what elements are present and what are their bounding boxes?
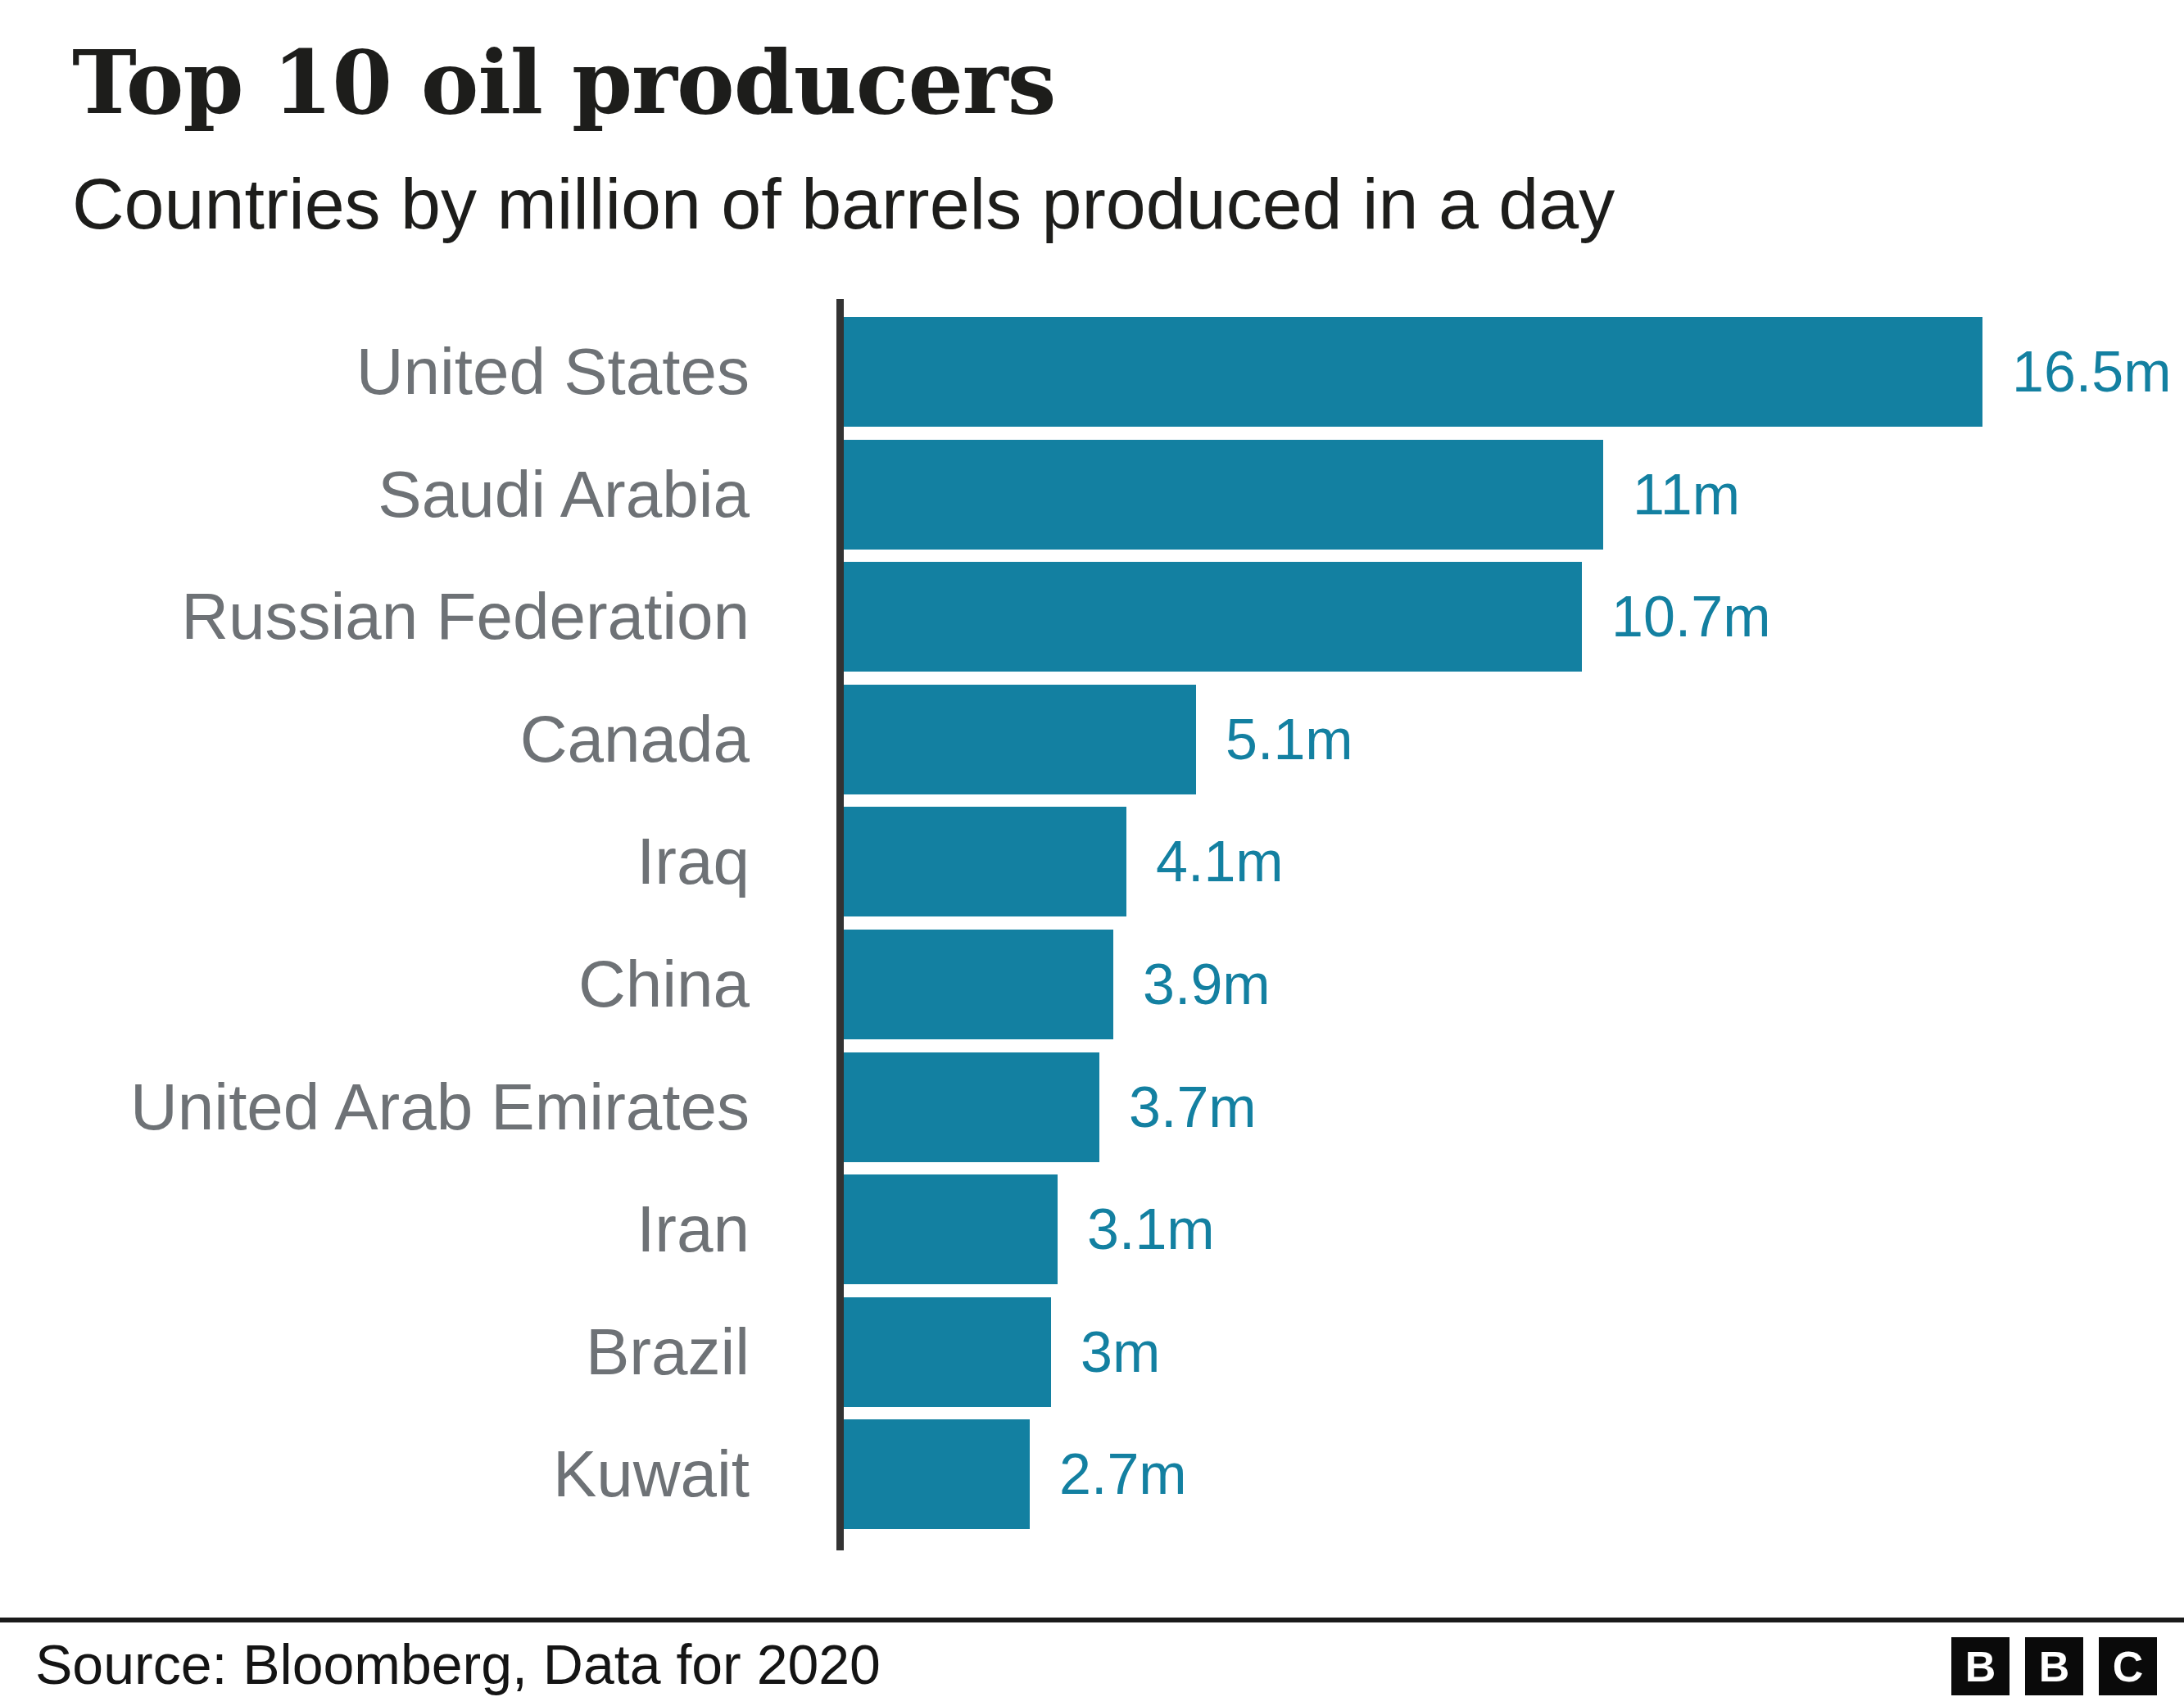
category-label: United States: [0, 317, 750, 427]
bar: [844, 1174, 1058, 1284]
value-label: 4.1m: [1156, 807, 1284, 916]
value-label: 11m: [1633, 440, 1740, 550]
value-label: 3.9m: [1143, 930, 1271, 1039]
chart-title: Top 10 oil producers: [72, 31, 1055, 133]
source-text: Source: Bloomberg, Data for 2020: [35, 1622, 1674, 1706]
value-label: 10.7m: [1611, 562, 1771, 672]
category-label: Russian Federation: [0, 562, 750, 672]
bar: [844, 807, 1126, 916]
bar: [844, 1052, 1099, 1162]
category-label: Kuwait: [0, 1419, 750, 1529]
chart-subtitle: Countries by million of barrels produced…: [72, 161, 1615, 247]
bar-row: Kuwait 2.7m: [0, 1419, 2184, 1529]
value-label: 16.5m: [2012, 317, 2172, 427]
bar: [844, 1419, 1030, 1529]
category-label: Iraq: [0, 807, 750, 916]
bar-row: Canada 5.1m: [0, 685, 2184, 794]
value-label: 3m: [1081, 1297, 1160, 1407]
bar-row: China 3.9m: [0, 930, 2184, 1039]
bar: [844, 930, 1113, 1039]
value-label: 3.7m: [1129, 1052, 1257, 1162]
bbc-logo: B B C: [1951, 1637, 2157, 1695]
value-label: 5.1m: [1226, 685, 1353, 794]
chart-figure: Top 10 oil producers Countries by millio…: [0, 0, 2184, 1706]
category-label: Saudi Arabia: [0, 440, 750, 550]
category-label: United Arab Emirates: [0, 1052, 750, 1162]
bar-row: Saudi Arabia 11m: [0, 440, 2184, 550]
y-axis-line: [836, 299, 844, 1550]
bar: [844, 317, 1982, 427]
bar: [844, 562, 1582, 672]
bar: [844, 440, 1603, 550]
bar-row: United States 16.5m: [0, 317, 2184, 427]
category-label: Brazil: [0, 1297, 750, 1407]
bar: [844, 1297, 1051, 1407]
category-label: China: [0, 930, 750, 1039]
bar-row: United Arab Emirates 3.7m: [0, 1052, 2184, 1162]
category-label: Canada: [0, 685, 750, 794]
bbc-logo-block: C: [2099, 1637, 2157, 1695]
category-label: Iran: [0, 1174, 750, 1284]
bar: [844, 685, 1196, 794]
bar-chart: United States 16.5m Saudi Arabia 11m Russian…: [0, 299, 2184, 1550]
value-label: 3.1m: [1087, 1174, 1215, 1284]
value-label: 2.7m: [1059, 1419, 1187, 1529]
bbc-logo-block: B: [2025, 1637, 2083, 1695]
bar-row: Russian Federation 10.7m: [0, 562, 2184, 672]
bbc-logo-block: B: [1951, 1637, 2010, 1695]
bar-row: Iran 3.1m: [0, 1174, 2184, 1284]
bar-row: Brazil 3m: [0, 1297, 2184, 1407]
bar-row: Iraq 4.1m: [0, 807, 2184, 916]
